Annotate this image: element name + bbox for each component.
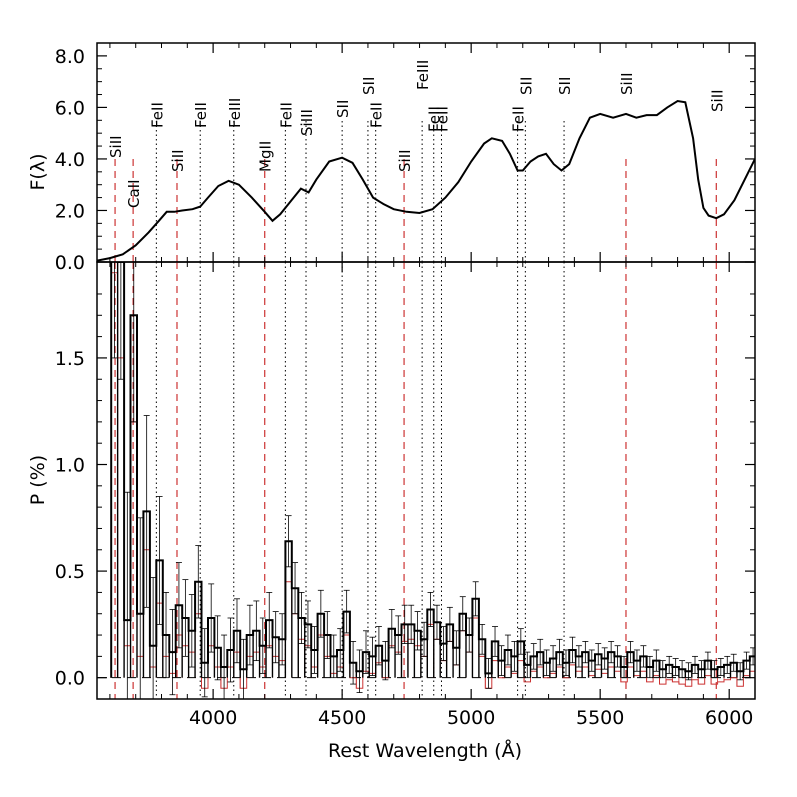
flux-line-label: SII bbox=[360, 77, 378, 95]
flux-spectrum-line bbox=[97, 99, 755, 262]
flux-line-label: FeII bbox=[426, 106, 444, 132]
flux-line-label: SII bbox=[334, 100, 352, 118]
flux-line-label: SiII bbox=[708, 89, 726, 112]
x-tick-label: 5000 bbox=[447, 707, 495, 729]
flux-line-label: SiII bbox=[107, 135, 125, 158]
polarization-panel: 0.0 0.5 1.0 1.5 4000 4500 5000 5500 6000 bbox=[55, 43, 756, 729]
flux-line-label: SII bbox=[517, 77, 535, 95]
wavelength-axis-label: Rest Wavelength (Å) bbox=[328, 739, 522, 762]
flux-y-tick-label: 6.0 bbox=[55, 97, 85, 119]
x-tick-label: 4000 bbox=[189, 707, 237, 729]
flux-y-tick-label: 2.0 bbox=[55, 200, 85, 222]
flux-line-label: SiII bbox=[396, 149, 414, 172]
polarization-y-tick-label: 0.0 bbox=[55, 668, 85, 690]
x-tick-label: 6000 bbox=[705, 707, 753, 729]
polarization-axis-label: P (%) bbox=[27, 455, 49, 505]
flux-y-tick-label: 4.0 bbox=[55, 149, 85, 171]
flux-line-label: SiII bbox=[618, 72, 636, 95]
flux-line-label: SiIII bbox=[298, 109, 316, 136]
flux-y-tick-label: 0.0 bbox=[55, 252, 85, 274]
flux-line-label: SiII bbox=[169, 149, 187, 172]
flux-axis-label: F(λ) bbox=[27, 154, 49, 191]
polarization-y-tick-label: 0.5 bbox=[55, 561, 85, 583]
flux-line-label: FeII bbox=[434, 106, 452, 132]
flux-line-label: FeII bbox=[277, 102, 295, 128]
flux-line-label: FeII bbox=[192, 102, 210, 128]
flux-line-label: FeIII bbox=[226, 98, 244, 128]
x-tick-label: 4500 bbox=[318, 707, 366, 729]
flux-y-tick-label: 8.0 bbox=[55, 46, 85, 68]
polarization-axes-frame bbox=[96, 261, 756, 700]
flux-line-label: SII bbox=[556, 77, 574, 95]
polarization-y-tick-label: 1.0 bbox=[55, 455, 85, 477]
flux-line-label: FeII bbox=[148, 102, 166, 128]
flux-line-label: CaII bbox=[125, 179, 143, 208]
flux-line-label: MgII bbox=[257, 141, 275, 172]
polarization-histogram-red bbox=[110, 272, 755, 689]
flux-line-label: FeII bbox=[368, 102, 386, 128]
flux-line-label: FeIII bbox=[414, 60, 432, 90]
x-tick-label: 5500 bbox=[576, 707, 624, 729]
polarization-y-tick-label: 1.5 bbox=[55, 348, 85, 370]
flux-line-label: FeII bbox=[510, 106, 528, 132]
